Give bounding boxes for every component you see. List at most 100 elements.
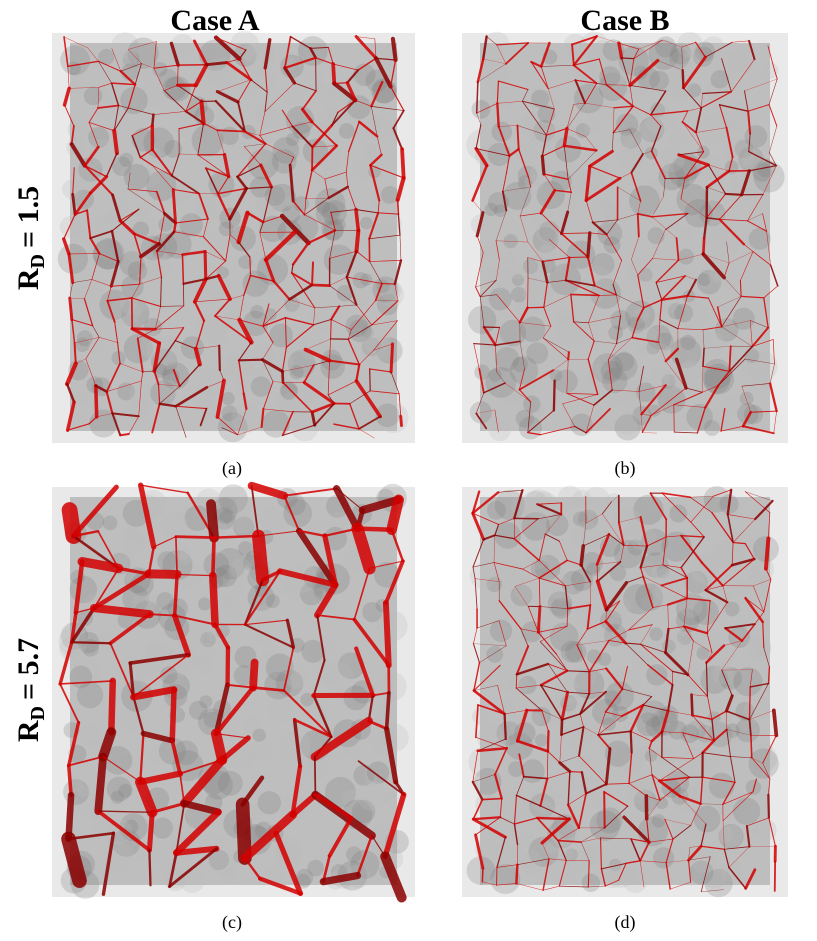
particle xyxy=(139,332,167,360)
particle xyxy=(577,846,599,868)
particle xyxy=(131,128,156,152)
particle xyxy=(646,340,660,355)
pore-throat xyxy=(745,824,751,848)
pore-throat xyxy=(216,192,232,221)
pore-throat xyxy=(260,358,285,374)
particle xyxy=(503,181,532,210)
particle xyxy=(680,359,702,381)
particle xyxy=(73,656,102,685)
particle xyxy=(761,62,779,79)
pore-throat xyxy=(131,297,162,308)
pore-throat xyxy=(497,125,511,157)
particle xyxy=(510,584,533,607)
pore-throat xyxy=(313,360,330,366)
pore-throat xyxy=(560,726,585,736)
pore-throat xyxy=(283,66,297,85)
pore-throat xyxy=(514,577,540,587)
pore-throat xyxy=(273,830,304,897)
pore-throat xyxy=(349,390,371,405)
pore-throat xyxy=(519,322,552,327)
particle xyxy=(604,690,622,708)
pore-throat xyxy=(744,868,757,890)
particle xyxy=(111,156,132,177)
pore-throat xyxy=(265,143,294,158)
pore-throat xyxy=(668,626,685,630)
pore-throat xyxy=(518,389,532,403)
pore-throat xyxy=(392,109,405,130)
pore-throat xyxy=(702,365,730,372)
caption: (c) xyxy=(222,912,242,933)
particle xyxy=(295,868,314,887)
pore-throat xyxy=(213,622,231,650)
pore-throat xyxy=(474,833,485,870)
pore-throat xyxy=(144,569,182,579)
particle xyxy=(600,610,622,632)
particle xyxy=(519,830,535,847)
particle xyxy=(520,759,545,783)
pore-throat xyxy=(721,320,751,328)
pore-throat xyxy=(475,148,510,157)
pore-throat xyxy=(493,562,524,570)
pore-throat xyxy=(527,257,543,262)
pore-throat xyxy=(536,503,563,516)
particle xyxy=(532,227,559,253)
pore-throat xyxy=(169,686,177,744)
pore-throat xyxy=(229,294,244,300)
pore-throat xyxy=(586,604,592,630)
pore-throat xyxy=(576,644,590,673)
particle xyxy=(289,365,304,380)
pore-throat xyxy=(521,100,547,136)
pore-throat xyxy=(205,61,229,67)
pore-throat xyxy=(238,359,245,395)
particle xyxy=(529,121,556,148)
particle xyxy=(200,631,216,648)
particle xyxy=(119,753,135,769)
pore-throat xyxy=(310,410,317,427)
particle xyxy=(716,538,747,569)
pore-throat xyxy=(239,294,245,321)
particle xyxy=(304,756,329,781)
pore-throat xyxy=(625,576,644,584)
particle xyxy=(130,572,154,597)
pore-throat xyxy=(263,408,294,413)
particle xyxy=(111,350,126,366)
particle xyxy=(220,126,239,146)
pore-throat xyxy=(542,858,550,891)
pore-throat xyxy=(151,402,161,434)
particle xyxy=(110,790,125,804)
particle xyxy=(489,619,513,642)
particle xyxy=(82,378,96,391)
pore-throat xyxy=(106,299,116,323)
pore-throat xyxy=(312,659,326,697)
particle xyxy=(376,337,403,364)
pore-throat xyxy=(367,694,374,723)
pore-throat xyxy=(87,47,99,62)
pore-throat xyxy=(518,306,529,324)
particle xyxy=(658,163,686,191)
row-symbol: R xyxy=(12,720,45,742)
pore-throat xyxy=(553,359,569,371)
particle xyxy=(593,39,613,60)
particle xyxy=(264,185,286,206)
pore-throat xyxy=(316,614,356,621)
particle xyxy=(754,819,777,842)
pore-throat xyxy=(701,93,703,109)
particle xyxy=(68,777,83,792)
particle xyxy=(111,296,141,327)
pore-throat xyxy=(137,482,157,550)
particle xyxy=(488,419,511,442)
particle xyxy=(521,850,546,875)
pore-throat xyxy=(386,494,404,536)
particle xyxy=(581,873,601,893)
pore-throat xyxy=(768,104,778,127)
pore-throat xyxy=(83,164,114,196)
particle xyxy=(609,564,627,582)
particle xyxy=(243,715,262,734)
pore-throat xyxy=(538,577,541,607)
caption: (a) xyxy=(222,458,242,479)
pore-throat xyxy=(563,144,598,152)
particle xyxy=(188,700,208,720)
pore-throat xyxy=(573,58,600,66)
pore-throat xyxy=(102,756,141,783)
particle xyxy=(57,243,88,275)
